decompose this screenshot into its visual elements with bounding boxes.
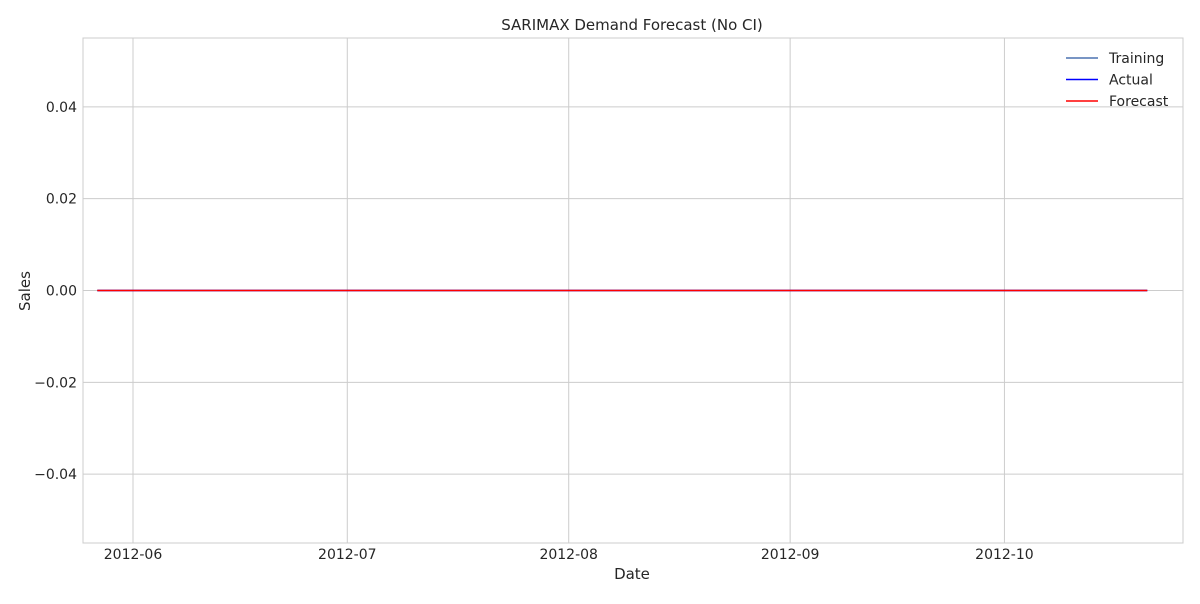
x-tick-label: 2012-09: [761, 547, 820, 563]
y-tick-label: 0.00: [46, 284, 77, 300]
tick-labels: −0.04 −0.02 0.00 0.02 0.04 2012-06 2012-07 2012…: [34, 100, 1034, 563]
legend-label-forecast: Forecast: [1109, 94, 1169, 110]
y-tick-label: 0.04: [46, 100, 77, 116]
legend: Training Actual Forecast: [1066, 51, 1169, 110]
x-axis-label: Date: [614, 565, 650, 583]
x-tick-label: 2012-08: [539, 547, 598, 563]
x-tick-label: 2012-06: [104, 547, 163, 563]
y-tick-label: −0.02: [34, 375, 77, 391]
y-tick-label: −0.04: [34, 467, 77, 483]
y-axis-label: Sales: [16, 271, 34, 311]
plot-frame: [82, 37, 1184, 544]
legend-label-training: Training: [1108, 51, 1164, 67]
x-tick-label: 2012-10: [975, 547, 1034, 563]
y-tick-label: 0.02: [46, 192, 77, 208]
legend-label-actual: Actual: [1109, 73, 1153, 89]
chart-title: SARIMAX Demand Forecast (No CI): [501, 16, 763, 34]
x-tick-label: 2012-07: [318, 547, 377, 563]
